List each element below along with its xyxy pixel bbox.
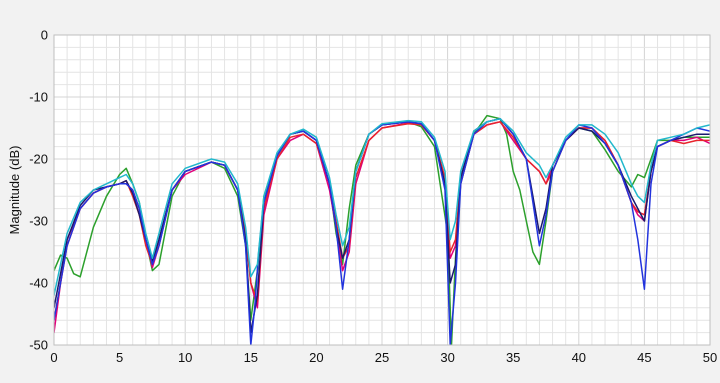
x-tick-label: 25: [375, 350, 389, 365]
x-tick-label: 40: [572, 350, 586, 365]
x-tick-label: 10: [178, 350, 192, 365]
y-tick-label: -50: [29, 338, 48, 353]
y-tick-label: 0: [41, 28, 48, 43]
x-tick-label: 45: [637, 350, 651, 365]
x-tick-label: 50: [703, 350, 717, 365]
x-tick-label: 20: [309, 350, 323, 365]
series-line-6: [54, 117, 710, 297]
y-tick-label: -40: [29, 276, 48, 291]
y-axis-title: Magnitude (dB): [7, 146, 22, 235]
y-tick-labels: 0 -10 -20 -30 -40 -50: [29, 28, 48, 353]
y-tick-label: -30: [29, 214, 48, 229]
x-tick-label: 35: [506, 350, 520, 365]
x-tick-label: 0: [50, 350, 57, 365]
x-tick-label: 5: [116, 350, 123, 365]
plot-frame: [53, 34, 711, 346]
y-tick-label: -20: [29, 152, 48, 167]
x-tick-label: 30: [440, 350, 454, 365]
x-tick-labels: 0 5 10 15 20 25 30 35 40 45 50: [50, 350, 717, 365]
y-tick-label: -10: [29, 90, 48, 105]
series-group: [54, 114, 710, 345]
x-tick-label: 15: [244, 350, 258, 365]
